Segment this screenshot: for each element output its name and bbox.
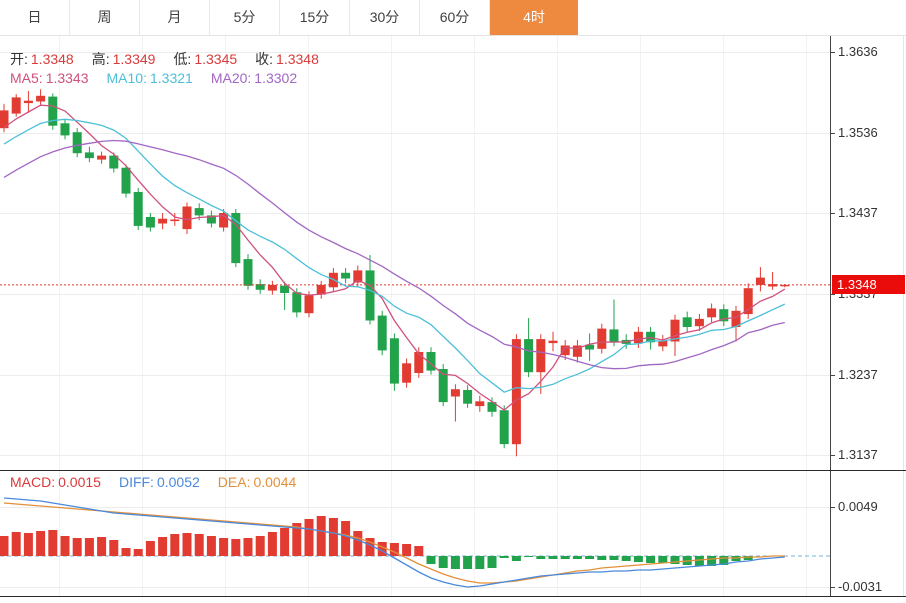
ma10-label: MA10: — [106, 70, 147, 86]
open-value: 1.3348 — [30, 51, 74, 67]
dea-value: 0.0044 — [253, 474, 297, 490]
tab-4hour[interactable]: 4时 — [490, 0, 578, 35]
tab-60min[interactable]: 60分 — [420, 0, 490, 35]
high-label: 高: — [91, 51, 110, 67]
ma20-value: 1.3302 — [254, 70, 298, 86]
tab-15min[interactable]: 15分 — [280, 0, 350, 35]
macd-label: MACD: — [10, 474, 56, 490]
price-axis-label: 1.3636 — [838, 44, 878, 59]
price-axis-label: 1.3137 — [838, 447, 878, 462]
tab-month[interactable]: 月 — [140, 0, 210, 35]
ohlc-high: 高: 1.3349 — [92, 49, 156, 69]
ohlc-low: 低: 1.3345 — [173, 49, 237, 69]
diff-value-legend: DIFF: 0.0052 — [119, 474, 200, 490]
price-axis-label: 1.3437 — [838, 205, 878, 220]
bottom-border — [0, 596, 906, 597]
ohlc-close: 收: 1.3348 — [255, 49, 319, 69]
period-tab-bar: 日 周 月 5分 15分 30分 60分 4时 — [0, 0, 906, 36]
ma5-label: MA5: — [10, 70, 43, 86]
tab-30min[interactable]: 30分 — [350, 0, 420, 35]
dea-value-legend: DEA: 0.0044 — [218, 474, 297, 490]
macd-value-legend: MACD: 0.0015 — [10, 474, 101, 490]
tab-day[interactable]: 日 — [0, 0, 70, 35]
ma-legend: MA5: 1.3343 MA10: 1.3321 MA20: 1.3302 — [10, 70, 297, 86]
macd-canvas[interactable] — [0, 470, 906, 597]
ma20-label: MA20: — [210, 70, 252, 86]
ma10-legend: MA10: 1.3321 — [107, 70, 193, 86]
ma5-value: 1.3343 — [45, 70, 89, 86]
diff-value: 0.0052 — [156, 474, 200, 490]
low-value: 1.3345 — [194, 51, 238, 67]
ma5-legend: MA5: 1.3343 — [10, 70, 89, 86]
right-edge-border — [903, 36, 904, 597]
ohlc-open: 开: 1.3348 — [10, 49, 74, 69]
close-value: 1.3348 — [276, 51, 319, 67]
ohlc-readout: 开: 1.3348 高: 1.3349 低: 1.3345 收: 1.3348 — [10, 49, 319, 69]
low-label: 低: — [173, 51, 192, 67]
macd-axis-label: -0.0031 — [838, 579, 883, 594]
ma10-value: 1.3321 — [149, 70, 193, 86]
ma20-legend: MA20: 1.3302 — [211, 70, 297, 86]
diff-label: DIFF: — [118, 474, 154, 490]
current-price-badge: 1.3348 — [832, 275, 905, 294]
price-axis-label: 1.3237 — [838, 367, 878, 382]
high-value: 1.3349 — [112, 51, 156, 67]
macd-axis-label: 0.0049 — [838, 499, 878, 514]
price-axis-label: 1.3536 — [838, 125, 878, 140]
panel-separator — [0, 470, 906, 471]
tab-week[interactable]: 周 — [70, 0, 140, 35]
macd-value: 0.0015 — [58, 474, 101, 490]
open-label: 开: — [10, 51, 28, 67]
tab-5min[interactable]: 5分 — [210, 0, 280, 35]
dea-label: DEA: — [217, 474, 251, 490]
macd-legend: MACD: 0.0015 DIFF: 0.0052 DEA: 0.0044 — [10, 474, 296, 490]
close-label: 收: — [255, 51, 274, 67]
main-chart-canvas[interactable] — [0, 36, 906, 470]
